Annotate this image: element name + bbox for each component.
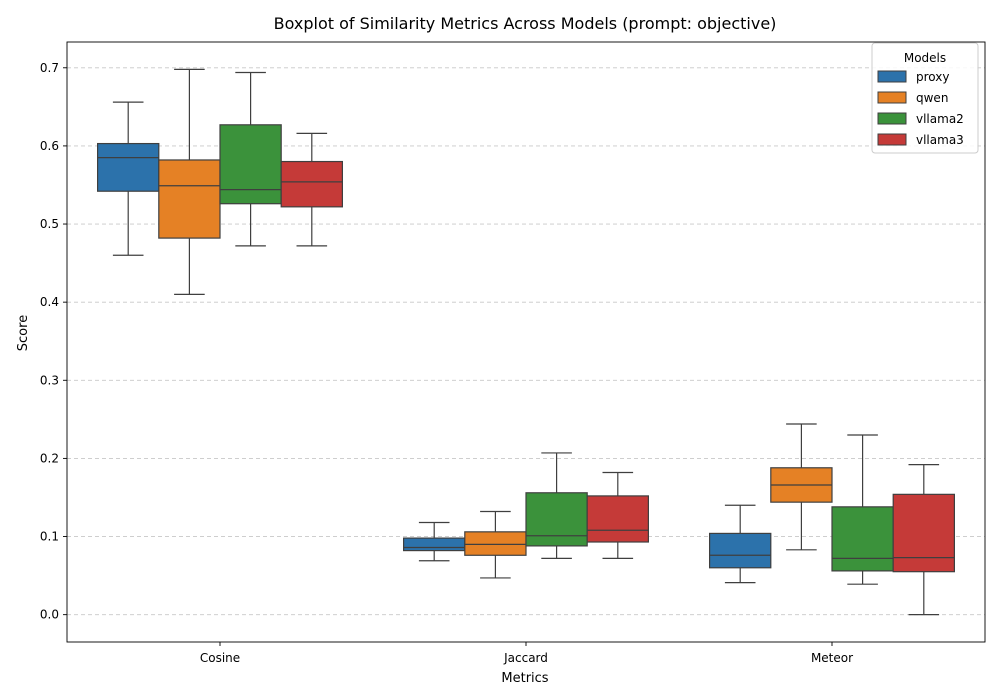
box-qwen-jaccard xyxy=(464,510,527,579)
y-tick-label: 0.5 xyxy=(40,217,59,231)
legend-label-qwen: qwen xyxy=(916,91,948,105)
y-tick-label: 0.3 xyxy=(40,373,59,387)
y-tick-label: 0.2 xyxy=(40,451,59,465)
x-axis-title: Metrics xyxy=(501,671,548,686)
legend: Models proxy qwen vllama2 vllama3 xyxy=(871,42,979,154)
y-tick-label: 0.1 xyxy=(40,530,59,544)
legend-swatch-proxy xyxy=(877,70,907,83)
legend-label-vllama3: vllama3 xyxy=(916,133,964,147)
y-tick-label: 0.4 xyxy=(40,295,59,309)
legend-label-vllama2: vllama2 xyxy=(916,112,964,126)
x-tick-label: Meteor xyxy=(811,651,853,665)
box-layer xyxy=(96,68,956,616)
legend-swatch-vllama2 xyxy=(877,112,907,125)
box-vllama3-meteor xyxy=(892,464,956,616)
box-body xyxy=(586,495,650,543)
box-qwen-cosine xyxy=(158,68,221,295)
x-tick-label: Jaccard xyxy=(503,651,548,665)
box-body xyxy=(831,506,894,572)
y-axis-title: Score xyxy=(16,315,31,351)
y-tick-label: 0.7 xyxy=(40,61,59,75)
x-tick-label: Cosine xyxy=(200,651,240,665)
y-tick-label: 0.0 xyxy=(40,608,59,622)
box-vllama3-jaccard xyxy=(586,471,650,560)
box-qwen-meteor xyxy=(770,423,833,551)
box-vllama3-cosine xyxy=(280,132,344,247)
box-body xyxy=(464,531,527,556)
box-body xyxy=(708,532,772,569)
box-vllama2-meteor xyxy=(831,434,894,585)
box-proxy-jaccard xyxy=(403,521,466,562)
box-body xyxy=(892,493,956,573)
box-body xyxy=(96,142,160,192)
axis-layer: 0.0 0.1 0.2 0.3 0.4 0.5 0.6 0.7 Cosine Jaccard Met… xyxy=(40,61,853,665)
box-body xyxy=(158,159,221,239)
chart-title: Boxplot of Similarity Metrics Across Mod… xyxy=(274,14,777,33)
box-proxy-meteor xyxy=(708,504,772,584)
box-vllama2-jaccard xyxy=(525,452,588,560)
box-proxy-cosine xyxy=(96,101,160,256)
box-body xyxy=(280,160,344,208)
box-body xyxy=(403,537,466,552)
y-tick-label: 0.6 xyxy=(40,139,59,153)
box-body xyxy=(219,124,282,205)
legend-label-proxy: proxy xyxy=(916,70,949,84)
legend-swatch-qwen xyxy=(877,91,907,104)
box-body xyxy=(525,492,588,547)
box-vllama2-cosine xyxy=(219,71,282,247)
legend-title: Models xyxy=(904,51,946,65)
legend-swatch-vllama3 xyxy=(877,133,907,146)
